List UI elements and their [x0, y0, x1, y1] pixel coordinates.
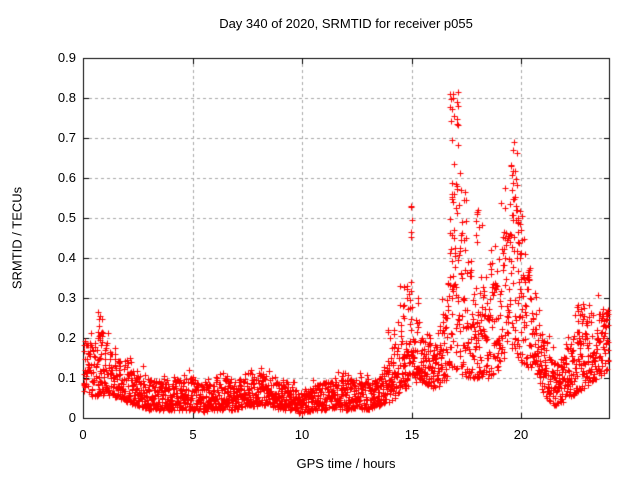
y-tick-label: 0.3 [57, 290, 76, 305]
y-tick-label: 0.7 [57, 130, 76, 145]
y-tick-label: 0.1 [57, 370, 76, 385]
x-tick-label: 20 [513, 427, 529, 442]
y-tick-label: 0.4 [57, 250, 76, 265]
y-tick-label: 0.6 [57, 170, 76, 185]
x-tick-label: 15 [404, 427, 420, 442]
x-tick-label: 5 [189, 427, 197, 442]
y-tick-label: 0.9 [57, 50, 76, 65]
x-tick-label: 10 [294, 427, 310, 442]
y-axis-label: SRMTID / TECUs [9, 186, 25, 290]
y-tick-label: 0 [68, 410, 76, 425]
x-tick-label: 0 [79, 427, 87, 442]
x-axis-label: GPS time / hours [296, 456, 396, 471]
chart-title: Day 340 of 2020, SRMTID for receiver p05… [219, 16, 473, 31]
y-tick-label: 0.8 [57, 90, 76, 105]
y-tick-label: 0.5 [57, 210, 76, 225]
y-tick-label: 0.2 [57, 330, 76, 345]
